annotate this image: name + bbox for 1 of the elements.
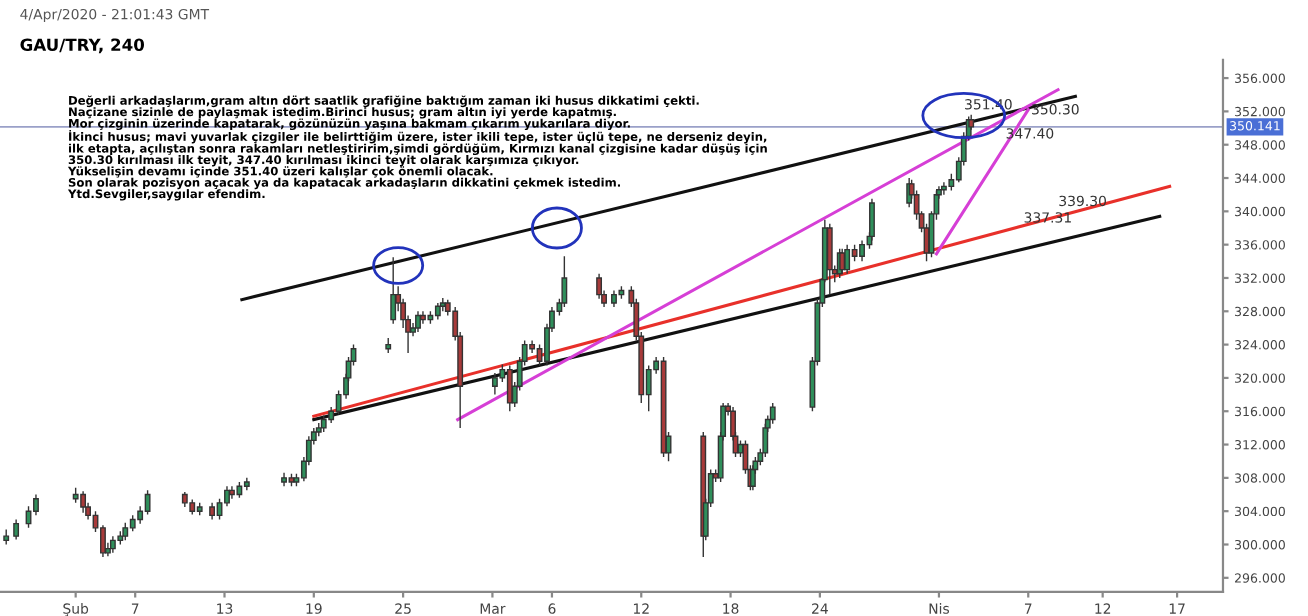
chart-title: GAU/TRY, 240 — [20, 38, 145, 54]
